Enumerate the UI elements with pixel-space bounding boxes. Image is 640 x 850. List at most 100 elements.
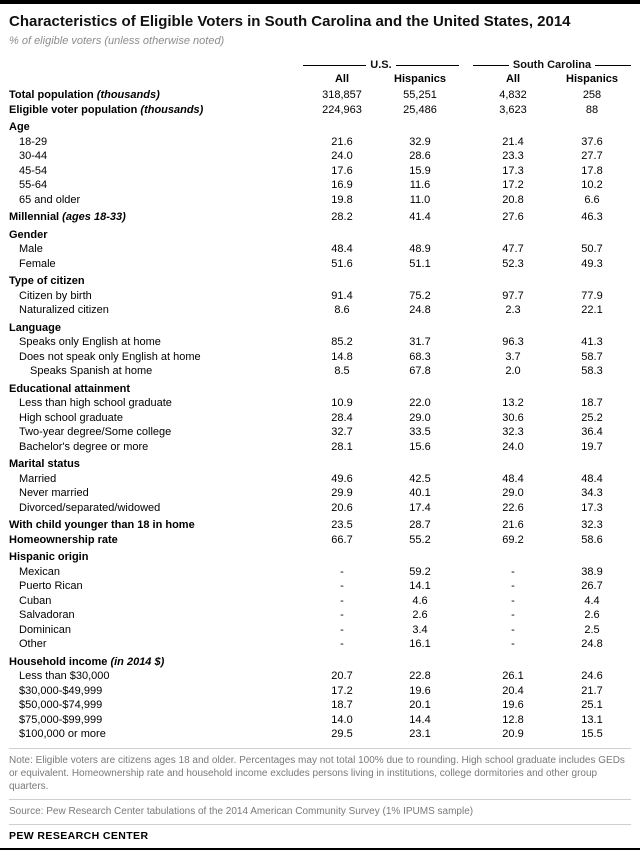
- cell-value: 24.6: [581, 670, 603, 682]
- cell-value: 29.5: [331, 728, 353, 740]
- cell-value: 85.2: [331, 336, 353, 348]
- table-row: 30-44 24.0 28.6 23.3 27.7: [9, 149, 631, 164]
- divider-line: [9, 747, 631, 749]
- cell-value: 38.9: [581, 565, 603, 578]
- cell-value: 67.8: [409, 365, 431, 377]
- row-label: Language: [9, 321, 61, 334]
- cell-value: -: [340, 623, 344, 636]
- table-row: Millennial (ages 18-33) 28.2 41.4 27.6 46.3: [9, 210, 631, 225]
- row-label: Dominican: [19, 623, 71, 636]
- cell-value: 19.6: [409, 684, 431, 697]
- table-row: Does not speak only English at home 14.8 6…: [9, 350, 631, 365]
- cell-value: 13.1: [581, 713, 603, 726]
- row-label: 65 and older: [19, 193, 81, 206]
- cell-value: 32.3: [581, 519, 603, 531]
- cell-value: 23.3: [502, 150, 524, 162]
- row-label: Divorced/separated/widowed: [19, 501, 161, 514]
- cell-value: 15.9: [409, 164, 431, 177]
- cell-value: 3.4: [412, 623, 428, 636]
- cell-value: -: [511, 580, 515, 592]
- column-header-us-all: All: [334, 73, 350, 85]
- cell-value: 2.3: [505, 304, 521, 316]
- page-subtitle: % of eligible voters (unless otherwise n…: [9, 35, 225, 47]
- cell-value: 27.7: [581, 150, 603, 162]
- cell-value: 51.1: [409, 257, 431, 270]
- cell-value: 3,623: [499, 103, 527, 116]
- cell-value: 3.7: [505, 350, 521, 363]
- table-header-groups: U.S. South Carolina: [9, 59, 631, 71]
- row-label: Homeownership rate: [9, 533, 118, 546]
- row-label: Educational attainment: [9, 382, 131, 395]
- cell-value: 19.6: [502, 699, 524, 711]
- cell-value: 10.9: [331, 397, 353, 409]
- divider-line: [9, 798, 631, 800]
- cell-value: 4.4: [584, 594, 600, 607]
- cell-value: 96.3: [502, 336, 524, 348]
- cell-value: -: [340, 565, 344, 578]
- row-label-note: (in 2014 $): [107, 655, 165, 668]
- cell-value: -: [511, 638, 515, 650]
- note-text: Note: Eligible voters are citizens ages …: [9, 754, 625, 792]
- cell-value: 55,251: [403, 89, 437, 101]
- cell-value: 88: [585, 103, 599, 116]
- cell-value: 77.9: [581, 289, 603, 302]
- row-label: Bachelor's degree or more: [19, 440, 149, 453]
- cell-value: 50.7: [581, 243, 603, 255]
- cell-value: 24.0: [502, 440, 524, 453]
- cell-value: 46.3: [581, 211, 603, 223]
- cell-value: 32.3: [502, 426, 524, 438]
- cell-value: 318,857: [322, 89, 362, 101]
- cell-value: 24.8: [409, 304, 431, 316]
- row-label: Hispanic origin: [9, 551, 89, 563]
- row-label: Two-year degree/Some college: [19, 426, 172, 438]
- cell-value: 31.7: [409, 336, 431, 348]
- table-row: Speaks Spanish at home 8.5 67.8 2.0 58.3: [9, 364, 631, 379]
- cell-value: 16.9: [331, 179, 353, 191]
- row-label: Less than high school graduate: [19, 397, 172, 409]
- cell-value: 17.3: [502, 164, 524, 177]
- cell-value: 19.8: [331, 193, 353, 206]
- cell-value: 258: [582, 89, 602, 101]
- cell-value: 15.6: [409, 440, 431, 453]
- cell-value: 49.3: [581, 257, 603, 270]
- cell-value: 224,963: [322, 103, 362, 116]
- cell-value: 26.1: [502, 670, 524, 682]
- table-row: Mexican - 59.2 - 38.9: [9, 565, 631, 580]
- cell-value: 26.7: [581, 580, 603, 592]
- cell-value: 55.2: [409, 533, 431, 546]
- table-row: Speaks only English at home 85.2 31.7 96.3 4…: [9, 335, 631, 350]
- row-label: Puerto Rican: [19, 580, 83, 592]
- table-row: Eligible voter population (thousands) 224…: [9, 103, 631, 118]
- table-body: Total population (thousands) 318,857 55,25…: [9, 88, 631, 742]
- cell-value: 12.8: [502, 713, 524, 726]
- cell-value: 24.8: [581, 638, 603, 650]
- cell-value: 4,832: [499, 89, 527, 101]
- cell-value: 41.3: [581, 336, 603, 348]
- cell-value: 28.4: [331, 411, 353, 424]
- cell-value: 8.6: [334, 304, 350, 316]
- table-row: Hispanic origin: [9, 550, 631, 565]
- cell-value: 28.7: [409, 519, 431, 531]
- table-row: Citizen by birth 91.4 75.2 97.7 77.9: [9, 289, 631, 304]
- table-row: Less than high school graduate 10.9 22.0 13…: [9, 396, 631, 411]
- table-row: With child younger than 18 in home 23.5 28…: [9, 518, 631, 533]
- report-figure: Characteristics of Eligible Voters in So…: [0, 4, 640, 848]
- table-row: 18-29 21.6 32.9 21.4 37.6: [9, 135, 631, 150]
- row-label: Married: [19, 472, 57, 485]
- cell-value: 34.3: [581, 487, 603, 499]
- row-label: $100,000 or more: [19, 728, 106, 740]
- column-header-sc-hispanics: Hispanics: [566, 73, 618, 85]
- cell-value: 69.2: [502, 533, 524, 546]
- cell-value: -: [340, 638, 344, 650]
- cell-value: 25.2: [581, 411, 603, 424]
- cell-value: -: [340, 594, 344, 607]
- table-row: Cuban - 4.6 - 4.4: [9, 594, 631, 609]
- cell-value: 21.6: [331, 135, 353, 148]
- row-label: $50,000-$74,999: [19, 699, 103, 711]
- table-row: Married 49.6 42.5 48.4 48.4: [9, 472, 631, 487]
- row-label: $30,000-$49,999: [19, 684, 103, 697]
- cell-value: 14.0: [331, 713, 353, 726]
- row-label-note: (thousands): [137, 103, 204, 116]
- cell-value: 58.7: [581, 350, 603, 363]
- row-label: Less than $30,000: [19, 670, 110, 682]
